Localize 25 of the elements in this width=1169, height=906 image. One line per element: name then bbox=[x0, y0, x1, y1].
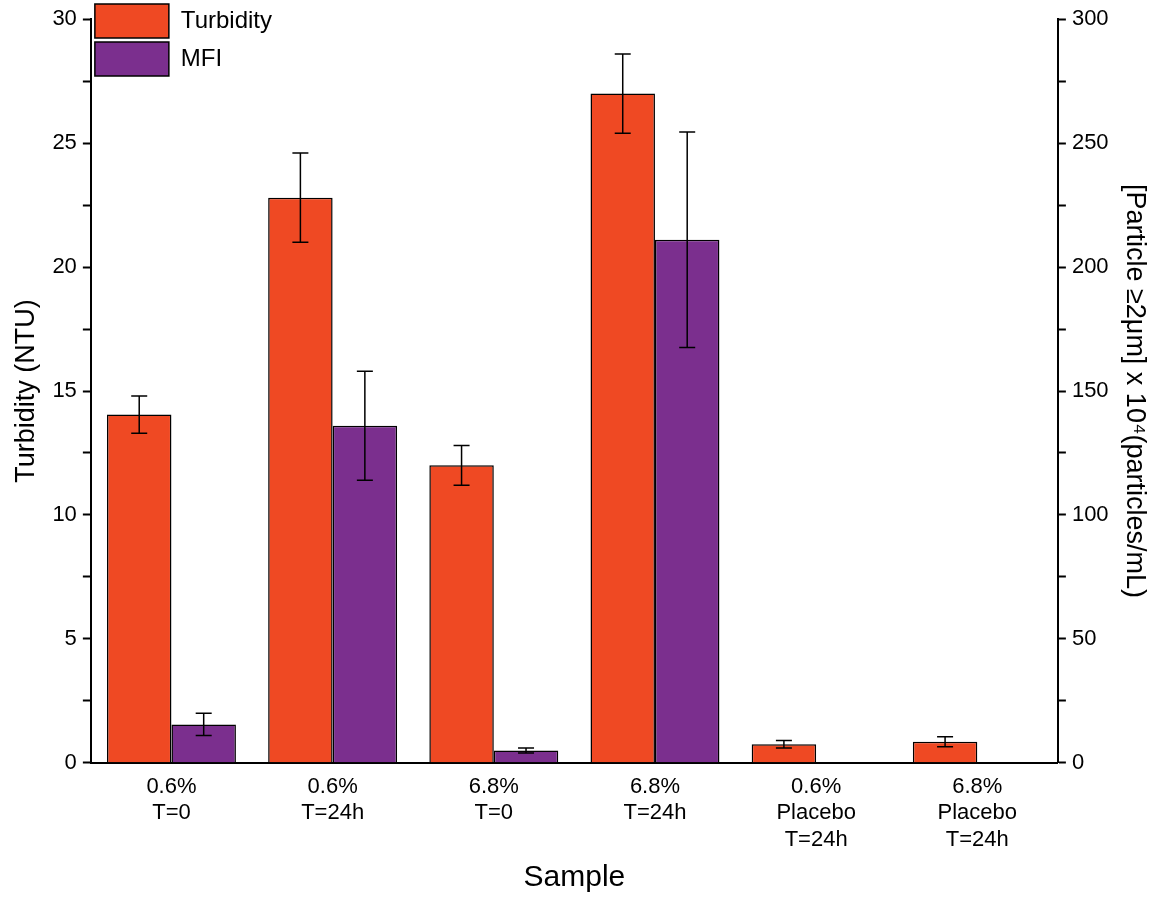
x-tick-label: 6.8% Placebo T=24h bbox=[937, 773, 1018, 851]
y-tick-label: 15 bbox=[52, 377, 77, 403]
x-axis-title: Sample bbox=[523, 859, 626, 893]
y2-tick-label: 50 bbox=[1071, 624, 1097, 650]
x-tick-label: 6.8% T=0 bbox=[468, 773, 519, 825]
y-tick-label: 20 bbox=[52, 253, 77, 279]
legend-label: MFI bbox=[180, 43, 223, 71]
x-tick-label: 6.8% T=24h bbox=[623, 773, 687, 825]
y2-tick-label: 0 bbox=[1071, 748, 1085, 774]
y-tick-label: 30 bbox=[52, 5, 77, 31]
y-tick-label: 10 bbox=[52, 501, 77, 526]
x-tick-label: 0.6% T=0 bbox=[146, 773, 197, 825]
y-tick-label: 0 bbox=[64, 748, 77, 774]
y2-tick-label: 300 bbox=[1071, 5, 1109, 31]
y-tick-label: 25 bbox=[52, 129, 77, 155]
y2-tick-label: 250 bbox=[1071, 129, 1109, 155]
x-tick-label: 0.6% T=24h bbox=[301, 773, 365, 825]
x-tick-label: 0.6% Placebo T=24h bbox=[776, 773, 856, 851]
y2-tick-label: 200 bbox=[1071, 253, 1109, 279]
y2-axis-title: [Particle ≥2μm] x 10⁴(particles/mL) bbox=[1121, 183, 1152, 599]
y2-tick-label: 150 bbox=[1071, 377, 1109, 403]
y-tick-label: 5 bbox=[64, 624, 77, 650]
legend-label: Turbidity bbox=[180, 5, 273, 33]
y-axis-title: Turbidity (NTU) bbox=[9, 299, 40, 483]
y2-tick-label: 100 bbox=[1071, 501, 1109, 526]
